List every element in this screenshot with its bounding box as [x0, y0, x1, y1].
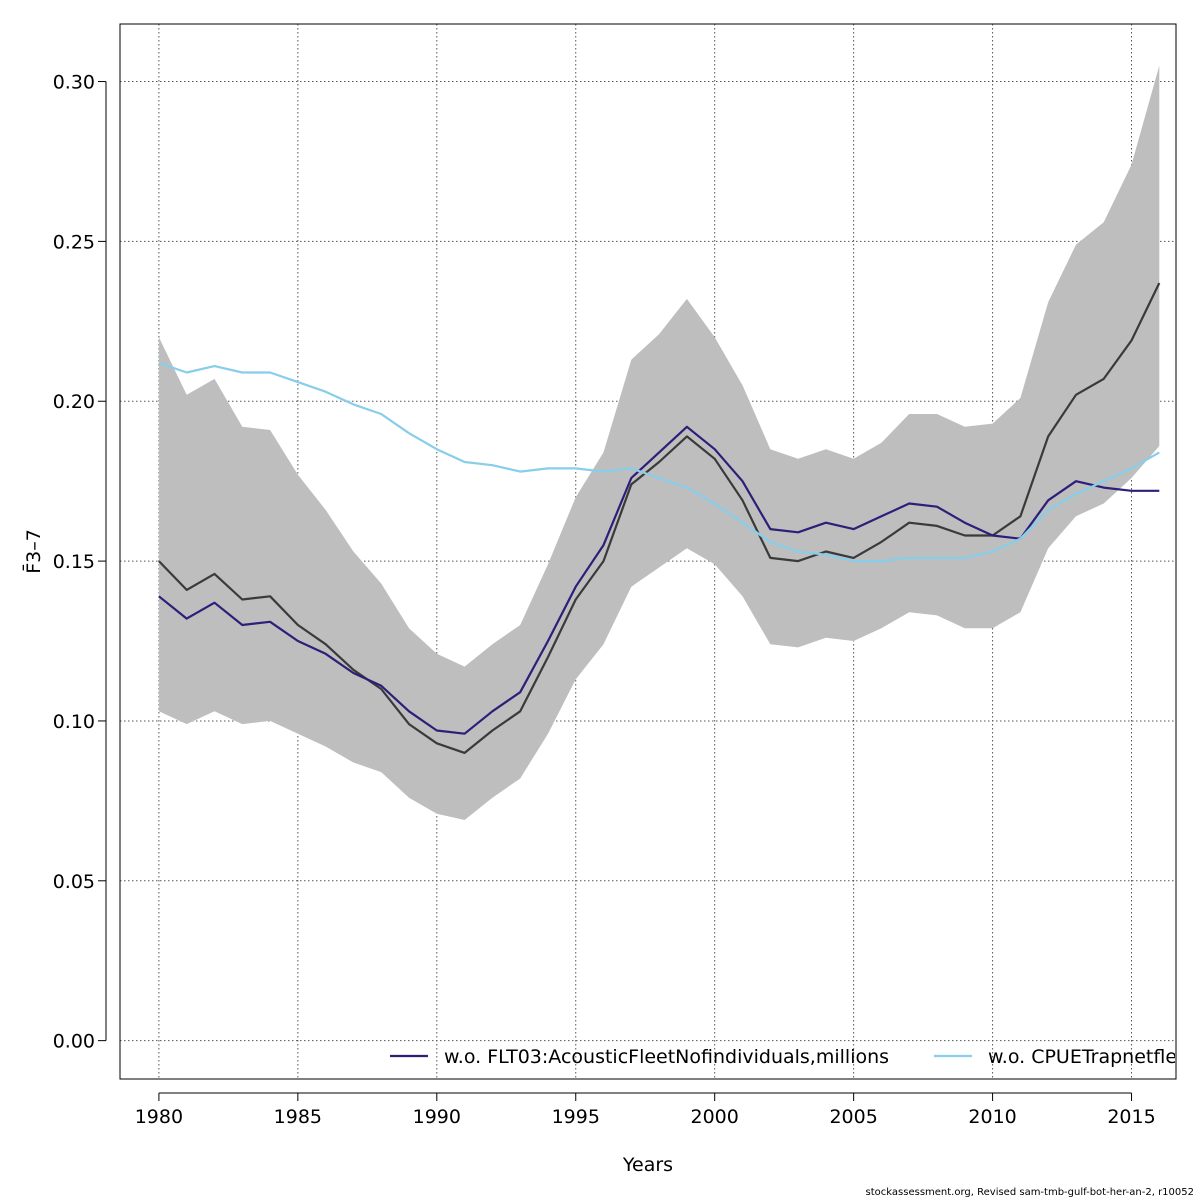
y-tick-label: 0.00	[53, 1031, 95, 1053]
legend: w.o. FLT03:AcousticFleetNofindividuals,m…	[390, 1046, 1177, 1068]
x-tick-label: 1980	[135, 1106, 183, 1128]
series-line-1	[158, 425, 1160, 735]
plot-frame	[119, 23, 1177, 1080]
y-tick-label: 0.15	[53, 551, 95, 573]
x-tick-label: 1995	[552, 1106, 600, 1128]
legend-label: w.o. FLT03:AcousticFleetNofindividuals,m…	[444, 1046, 889, 1068]
series-lines	[158, 282, 1161, 755]
y-tick-label: 0.30	[53, 72, 95, 94]
y-tick-label: 0.05	[53, 871, 95, 893]
series-line-2	[158, 361, 1160, 563]
x-tick-label: 1985	[274, 1106, 322, 1128]
y-tick-label: 0.10	[53, 711, 95, 733]
footer-credit: stockassessment.org, Revised sam-tmb-gul…	[865, 1187, 1194, 1198]
confidence-band	[158, 65, 1160, 821]
legend-label: w.o. CPUETrapnetfle	[988, 1046, 1177, 1068]
y-axis: 0.00 0.05 0.10 0.15 0.20 0.25 0.30	[53, 72, 107, 1053]
y-tick-label: 0.20	[53, 391, 95, 413]
x-tick-label: 1990	[413, 1106, 461, 1128]
x-axis: 1980 1985 1990 1995 2000 2005 2010 2015	[135, 1092, 1156, 1128]
legend-items: w.o. FLT03:AcousticFleetNofindividuals,m…	[390, 1046, 1177, 1068]
x-tick-label: 2000	[691, 1106, 739, 1128]
x-tick-label: 2015	[1107, 1106, 1155, 1128]
x-tick-label: 2005	[829, 1106, 877, 1128]
x-tick-label: 2010	[968, 1106, 1016, 1128]
y-axis-title: F̄3–7	[21, 529, 45, 574]
x-axis-title: Years	[622, 1154, 673, 1176]
y-tick-label: 0.25	[53, 231, 95, 253]
